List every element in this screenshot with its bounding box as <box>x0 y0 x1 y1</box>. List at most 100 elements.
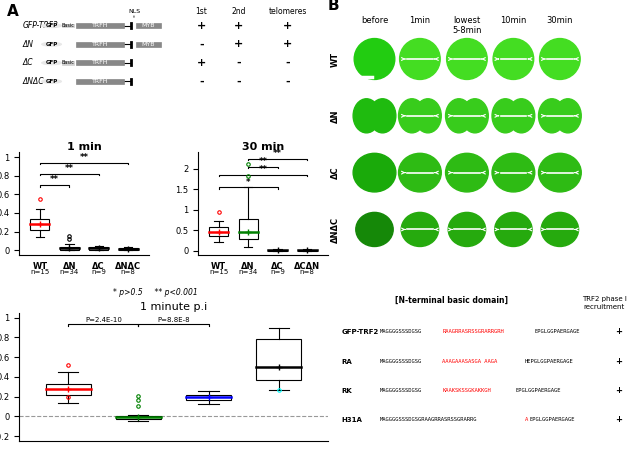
Bar <box>239 219 258 239</box>
Text: 1st: 1st <box>195 7 207 16</box>
Text: GFP-TRF2: GFP-TRF2 <box>22 21 58 30</box>
Text: EPGLGGPAERGAGE: EPGLGGPAERGAGE <box>515 388 561 393</box>
Text: +: + <box>616 327 623 336</box>
Ellipse shape <box>353 153 396 192</box>
Text: +: + <box>283 39 292 50</box>
Bar <box>298 250 317 251</box>
Text: A: A <box>525 417 528 422</box>
Text: HEPGLGGPAERGAGE: HEPGLGGPAERGAGE <box>525 359 573 364</box>
Text: ΔN: ΔN <box>63 262 76 271</box>
Ellipse shape <box>508 99 535 133</box>
Text: ΔC: ΔC <box>92 262 105 271</box>
Bar <box>136 23 161 28</box>
Text: -: - <box>199 39 204 50</box>
Bar <box>90 248 108 250</box>
Bar <box>46 384 91 395</box>
Text: MAGGGGSSSDGSGRAAGRRASRSSGRARRG: MAGGGGSSSDGSGRAAGRRASRSSGRARRG <box>380 417 477 422</box>
Text: TRFH: TRFH <box>92 60 108 65</box>
Bar <box>209 227 228 236</box>
Text: Basic: Basic <box>62 23 75 28</box>
Ellipse shape <box>554 99 581 133</box>
Text: lowest
5-8min: lowest 5-8min <box>452 16 482 35</box>
Text: -: - <box>199 76 204 86</box>
Text: MAGGGGSSSDGSG: MAGGGGSSSDGSG <box>380 329 422 334</box>
Text: *: * <box>246 178 250 187</box>
Text: telomeres: telomeres <box>268 7 307 16</box>
Text: ΔN: ΔN <box>22 40 33 49</box>
Text: TRFH: TRFH <box>92 42 108 47</box>
Bar <box>76 60 124 65</box>
Text: +: + <box>196 21 206 31</box>
Text: **: ** <box>259 166 268 175</box>
Text: ΔN: ΔN <box>331 109 340 122</box>
Text: ΔN: ΔN <box>241 262 255 271</box>
Ellipse shape <box>493 39 534 80</box>
Text: 1min: 1min <box>410 16 431 25</box>
Text: ΔC: ΔC <box>22 58 33 68</box>
Ellipse shape <box>415 99 441 133</box>
Ellipse shape <box>461 99 488 133</box>
Text: GFP: GFP <box>45 42 58 47</box>
Text: 2nd: 2nd <box>231 7 246 16</box>
Text: Basic: Basic <box>62 60 75 65</box>
Ellipse shape <box>541 212 579 247</box>
Text: n=34: n=34 <box>60 269 79 275</box>
Text: A: A <box>7 4 19 19</box>
Text: n=8: n=8 <box>121 269 136 275</box>
Bar <box>76 79 124 84</box>
Ellipse shape <box>369 99 396 133</box>
Text: GFP: GFP <box>45 60 58 65</box>
Ellipse shape <box>353 99 380 133</box>
Text: +: + <box>234 39 243 50</box>
Text: +: + <box>234 21 243 31</box>
Text: H31A: H31A <box>341 417 362 423</box>
Ellipse shape <box>42 61 61 65</box>
Ellipse shape <box>42 42 61 46</box>
Ellipse shape <box>492 99 519 133</box>
Text: -: - <box>285 76 290 86</box>
Ellipse shape <box>538 153 581 192</box>
Bar <box>60 247 79 250</box>
Text: MYB: MYB <box>141 42 155 47</box>
Ellipse shape <box>399 153 441 192</box>
Text: n=9: n=9 <box>92 269 106 275</box>
Ellipse shape <box>356 212 393 247</box>
Ellipse shape <box>540 39 580 80</box>
Bar <box>116 416 161 419</box>
Bar <box>62 24 74 27</box>
Text: EPGLGGPAERGAGE: EPGLGGPAERGAGE <box>534 329 580 334</box>
Text: -: - <box>285 58 290 68</box>
Text: GFP: GFP <box>45 23 58 28</box>
Ellipse shape <box>399 39 440 80</box>
Text: before: before <box>361 16 388 25</box>
Text: -: - <box>236 58 241 68</box>
Text: TRFH: TRFH <box>92 23 108 28</box>
Ellipse shape <box>447 39 487 80</box>
Bar <box>256 339 301 380</box>
Text: MYB: MYB <box>141 23 155 28</box>
Ellipse shape <box>399 99 425 133</box>
Text: **: ** <box>50 176 59 184</box>
Text: +: + <box>196 58 206 68</box>
Title: 1 min: 1 min <box>67 142 101 152</box>
Text: +: + <box>616 357 623 366</box>
Text: WT: WT <box>211 262 227 271</box>
Ellipse shape <box>538 99 565 133</box>
Text: **: ** <box>79 153 88 162</box>
Bar <box>76 23 124 28</box>
Text: 10min: 10min <box>500 16 527 25</box>
Title: 30 min: 30 min <box>242 142 284 152</box>
Bar <box>186 395 231 400</box>
Text: NLS: NLS <box>128 9 140 14</box>
Ellipse shape <box>42 24 61 28</box>
Text: KAAKSKSSGKAKKGH: KAAKSKSSGKAKKGH <box>442 388 492 393</box>
Text: n=15: n=15 <box>209 269 228 275</box>
Title: 1 minute p.i: 1 minute p.i <box>140 302 207 312</box>
Text: ΔNΔC: ΔNΔC <box>115 262 141 271</box>
Text: +: + <box>616 387 623 396</box>
Text: GFP-TRF2: GFP-TRF2 <box>341 328 378 334</box>
Text: +: + <box>283 21 292 31</box>
Text: **: ** <box>65 164 74 173</box>
Text: EPGLGGPAERGAGE: EPGLGGPAERGAGE <box>530 417 575 422</box>
Bar <box>76 42 124 47</box>
